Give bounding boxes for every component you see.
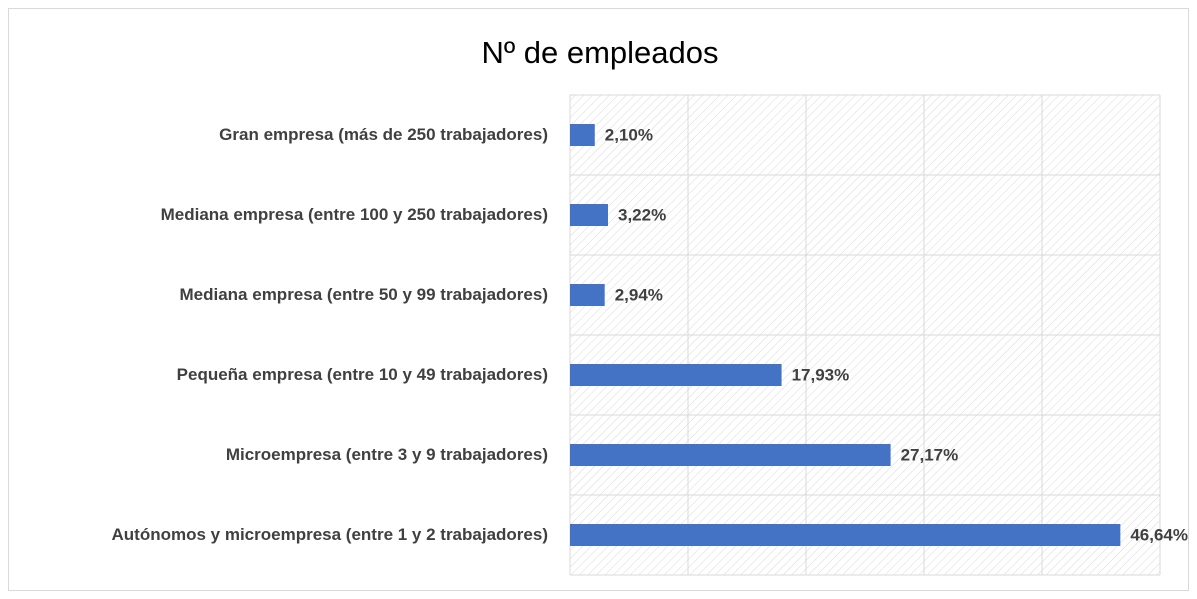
data-label: 2,10% bbox=[605, 125, 653, 144]
bar bbox=[570, 124, 595, 146]
bar bbox=[570, 524, 1121, 546]
bar bbox=[570, 444, 891, 466]
category-label-box: Gran empresa (más de 250 trabajadores) bbox=[28, 95, 548, 175]
y-tick-label: Pequeña empresa (entre 10 y 49 trabajado… bbox=[176, 365, 548, 384]
data-label: 27,17% bbox=[901, 445, 959, 464]
data-label: 46,64% bbox=[1130, 525, 1188, 544]
category-label-box: Mediana empresa (entre 100 y 250 trabaja… bbox=[28, 175, 548, 255]
chart-title: Nº de empleados bbox=[481, 35, 718, 70]
y-tick-label: Microempresa (entre 3 y 9 trabajadores) bbox=[225, 445, 548, 464]
y-tick-label: Gran empresa (más de 250 trabajadores) bbox=[219, 125, 548, 144]
data-label: 2,94% bbox=[615, 285, 663, 304]
data-label: 3,22% bbox=[618, 205, 666, 224]
category-label-box: Pequeña empresa (entre 10 y 49 trabajado… bbox=[28, 335, 548, 415]
y-tick-label: Autónomos y microempresa (entre 1 y 2 tr… bbox=[111, 525, 548, 544]
category-label-box: Autónomos y microempresa (entre 1 y 2 tr… bbox=[28, 495, 548, 575]
y-tick-label: Mediana empresa (entre 100 y 250 trabaja… bbox=[160, 205, 548, 224]
bar bbox=[570, 284, 605, 306]
category-label-box: Microempresa (entre 3 y 9 trabajadores) bbox=[28, 415, 548, 495]
y-tick-label: Mediana empresa (entre 50 y 99 trabajado… bbox=[179, 285, 549, 304]
category-label-box: Mediana empresa (entre 50 y 99 trabajado… bbox=[28, 255, 549, 335]
bar bbox=[570, 204, 608, 226]
bar bbox=[570, 364, 782, 386]
data-label: 17,93% bbox=[792, 365, 850, 384]
